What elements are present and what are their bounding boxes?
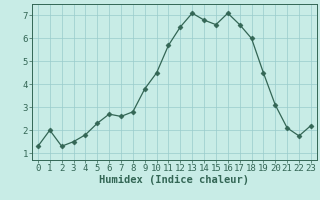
X-axis label: Humidex (Indice chaleur): Humidex (Indice chaleur) bbox=[100, 175, 249, 185]
